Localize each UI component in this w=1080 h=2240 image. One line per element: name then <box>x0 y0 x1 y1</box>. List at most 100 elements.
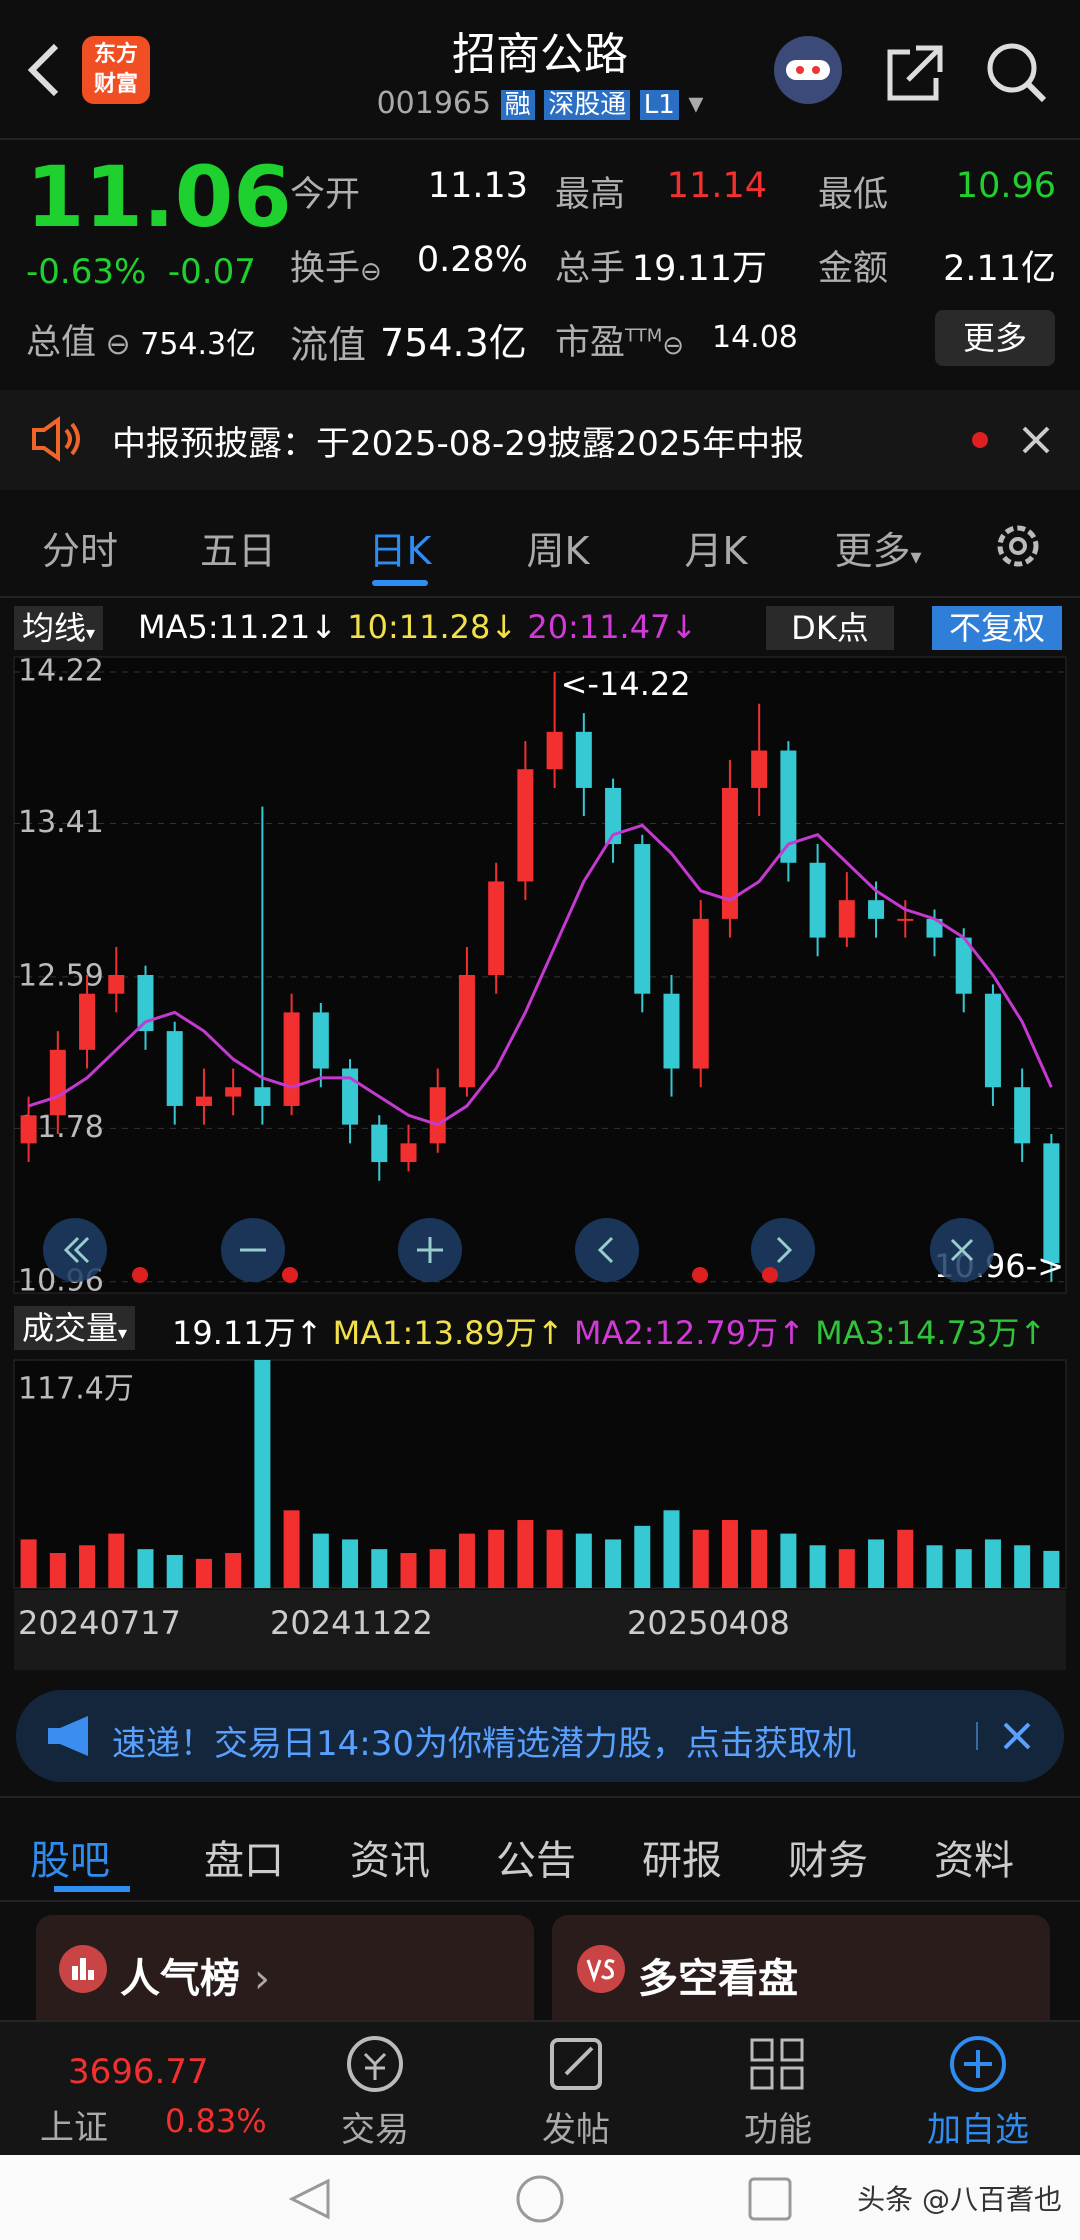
chart-tab[interactable]: 月K <box>684 529 748 573</box>
settings-icon[interactable] <box>990 518 1046 574</box>
candle-body <box>809 862 826 938</box>
banner-text[interactable]: 速递！交易日14:30为你精选潜力股，点击获取机 <box>112 1724 856 1764</box>
back[interactable] <box>22 40 66 100</box>
chart-tab[interactable]: 分时 <box>41 529 118 573</box>
chart-tab-active[interactable]: 日K <box>368 529 432 573</box>
change: -0.07 <box>167 252 256 292</box>
index-change[interactable]: 0.83% <box>165 2102 267 2140</box>
code: 001965 <box>376 86 492 121</box>
volume-bar <box>751 1529 768 1588</box>
candle-body <box>780 750 797 863</box>
volume-bar <box>400 1553 417 1588</box>
banner-icon <box>48 1716 88 1756</box>
volume-bar <box>897 1529 914 1588</box>
index-name[interactable]: 上证 <box>40 2108 108 2148</box>
label: 总值 <box>26 323 97 363</box>
tag: L1 <box>639 90 679 120</box>
chart-tab[interactable]: 五日 <box>199 529 276 573</box>
volume-bar <box>809 1545 826 1588</box>
watermark: 头条 @八百耆也 <box>857 2183 1062 2216</box>
volume-bar <box>984 1539 1001 1588</box>
content-tab-active[interactable]: 股吧 <box>30 1838 110 1884</box>
label-sup: TTM <box>625 325 663 347</box>
volume-bar <box>721 1520 738 1588</box>
content-tab[interactable]: 资料 <box>934 1838 1014 1884</box>
nav-item[interactable]: 加自选 <box>927 2110 1029 2150</box>
volume-values: 19.11万↑ MA1:13.89万↑ MA2:12.79万↑ MA3:14.7… <box>172 1308 1046 1354</box>
y-tick-label: 12.59 <box>18 958 104 993</box>
volume-bar <box>546 1529 563 1588</box>
change-pct: -0.63% <box>26 252 147 292</box>
volume-bar <box>166 1554 183 1588</box>
candle-body <box>342 1068 359 1125</box>
more-button[interactable]: 更多 <box>935 310 1055 366</box>
change-row: -0.63% -0.07 <box>26 252 256 292</box>
chart-tab[interactable]: 周K <box>526 529 590 573</box>
candle-body <box>429 1087 446 1144</box>
speaker-icon <box>32 416 80 462</box>
label: 最低 <box>818 175 889 215</box>
content-tab[interactable]: 财务 <box>788 1838 868 1884</box>
adjust-button[interactable]: 不复权 <box>932 606 1062 650</box>
value: 14.08 <box>712 320 798 355</box>
ma-button[interactable]: 均线▾ <box>14 606 104 650</box>
candle-body <box>458 975 475 1088</box>
value: 11.13 <box>427 166 528 206</box>
y-tick-label: 13.41 <box>18 805 104 840</box>
candle-body <box>663 993 680 1069</box>
content-tab[interactable]: 资讯 <box>350 1838 430 1884</box>
card-icon <box>577 1945 625 1993</box>
volume-button[interactable]: 成交量▾ <box>14 1306 136 1350</box>
candle-body <box>108 975 125 994</box>
nav-icons <box>347 2036 1006 2092</box>
index-value[interactable]: 3696.77 <box>68 2052 209 2092</box>
header-icons[interactable] <box>770 30 1070 110</box>
system-nav <box>0 2155 1080 2240</box>
banner[interactable] <box>16 1690 1064 1782</box>
candle-body <box>312 1012 329 1069</box>
volume-bar <box>868 1539 885 1588</box>
card-title: 人气榜 › <box>120 1956 270 2002</box>
candle-body <box>137 975 154 1032</box>
volume-button-text: 成交量 <box>22 1309 119 1347</box>
volume-bar <box>575 1533 592 1588</box>
notice-close[interactable] <box>960 420 1060 460</box>
volume-bar <box>926 1545 943 1588</box>
value: 19.11万 <box>631 249 767 289</box>
volume-bar <box>371 1549 388 1588</box>
candle-body <box>79 993 96 1050</box>
nav-item[interactable]: 交易 <box>341 2110 409 2150</box>
banner-close[interactable] <box>975 1712 1045 1760</box>
candle-body <box>634 844 651 994</box>
value: 11.14 <box>666 166 767 206</box>
logo: 东方 财富 <box>82 36 150 104</box>
candle-body <box>838 900 855 938</box>
content-tab[interactable]: 研报 <box>642 1838 722 1884</box>
volume-now: 19.11万↑ <box>172 1314 323 1352</box>
nav-item[interactable]: 发帖 <box>542 2110 610 2150</box>
card[interactable] <box>36 1915 534 2035</box>
content-tab[interactable]: 公告 <box>496 1838 576 1884</box>
content-tab[interactable]: 盘口 <box>204 1838 284 1884</box>
total-value: 总值 ⊖ 754.3亿 <box>26 323 257 363</box>
label: 换手⊖ <box>290 249 382 289</box>
bottom-nav <box>0 2020 1080 2157</box>
volume-bar <box>663 1510 680 1588</box>
volume-bar <box>605 1539 622 1588</box>
date-label: 20241122 <box>270 1604 433 1642</box>
candle-body <box>721 787 738 919</box>
label: 总手 <box>555 249 626 289</box>
candle-body <box>546 731 563 770</box>
nav-item[interactable]: 功能 <box>744 2110 812 2150</box>
notice-text[interactable]: 中报预披露：于2025-08-29披露2025年中报 <box>112 424 805 464</box>
ma10: 10:11.28↓ <box>347 608 518 646</box>
volume-bar <box>488 1529 505 1588</box>
candle-body <box>517 769 534 882</box>
system-nav-icons[interactable] <box>0 2155 1080 2240</box>
chart-tab[interactable]: 更多▾ <box>834 529 922 573</box>
dk-button[interactable]: DK点 <box>766 606 894 650</box>
card[interactable] <box>552 1915 1050 2035</box>
price: 11.06 <box>26 148 292 246</box>
value: 754.3亿 <box>140 327 257 362</box>
candle-body <box>1043 1143 1060 1264</box>
